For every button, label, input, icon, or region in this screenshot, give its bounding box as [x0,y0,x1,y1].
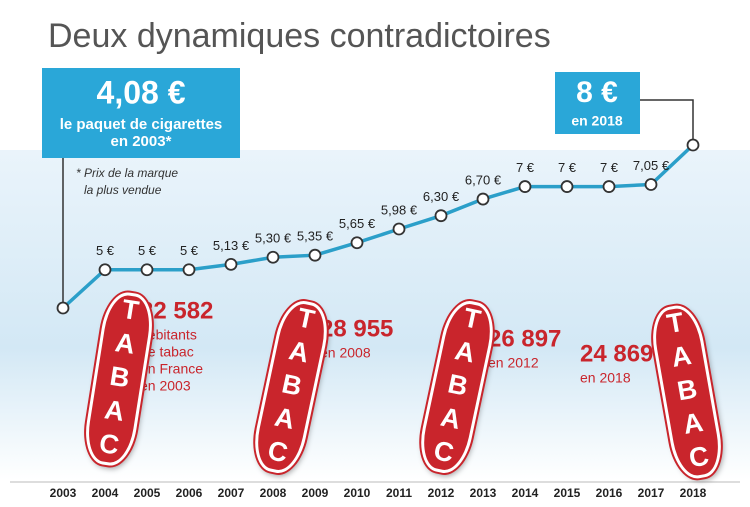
x-tick-label: 2007 [218,486,245,500]
shop-text: en France [140,361,203,377]
shop-count: 32 582 [140,297,213,324]
data-label: 6,30 € [423,189,460,204]
x-tick-label: 2017 [638,486,665,500]
data-label: 7 € [558,160,577,175]
data-point [686,138,700,152]
x-tick-label: 2015 [554,486,581,500]
callout-text: en 2003* [111,133,172,150]
shop-text: en 2008 [320,345,371,361]
data-point [182,263,196,277]
shop-text: en 2012 [488,355,539,371]
data-point [224,257,238,271]
start-callout-box [42,68,240,158]
shop-text: en 2003 [140,378,191,394]
data-point [476,192,490,206]
callout-value: 8 € [576,76,618,109]
shop-text: de tabac [140,344,194,360]
x-tick-label: 2012 [428,486,455,500]
data-label: 5,13 € [213,238,250,253]
x-tick-label: 2003 [50,486,77,500]
data-label: 5 € [138,243,157,258]
price-line [61,143,695,310]
footnote: la plus vendue [84,183,162,197]
callout-text: le paquet de cigarettes [60,116,223,133]
x-tick-label: 2008 [260,486,287,500]
x-tick-label: 2014 [512,486,539,500]
x-tick-label: 2006 [176,486,203,500]
data-point [98,263,112,277]
x-tick-label: 2010 [344,486,371,500]
data-label: 7 € [600,160,619,175]
shop-text: en 2018 [580,370,631,386]
data-label: 6,70 € [465,172,502,187]
callout-text: en 2018 [571,113,623,129]
data-point [140,263,154,277]
x-tick-label: 2005 [134,486,161,500]
chart-title: Deux dynamiques contradictoires [48,17,551,55]
shop-count: 24 869 [580,340,653,367]
data-point [434,209,448,223]
data-label: 7,05 € [633,158,670,173]
shop-text: débitants [140,327,197,343]
callout-connector [640,99,694,145]
data-label: 5,35 € [297,229,334,244]
data-point [266,250,280,264]
x-tick-label: 2018 [680,486,707,500]
callout-value: 4,08 € [97,74,186,110]
data-point [392,222,406,236]
x-tick-label: 2016 [596,486,623,500]
data-label: 5,30 € [255,231,292,246]
x-tick-label: 2013 [470,486,497,500]
x-tick-label: 2004 [92,486,119,500]
data-point [518,180,532,193]
data-point [350,236,364,250]
data-label: 7 € [516,160,535,175]
data-label: 5 € [180,243,199,258]
data-label: 5 € [96,243,115,258]
data-point [560,180,574,193]
shop-count: 26 897 [488,325,561,352]
end-callout-box [555,72,640,134]
data-point [644,178,658,191]
footnote: * Prix de la marque [76,166,178,180]
x-tick-label: 2009 [302,486,329,500]
data-point [602,180,616,193]
data-point [56,301,70,315]
x-tick-label: 2011 [386,486,412,500]
data-point [308,248,322,262]
data-label: 5,98 € [381,202,418,217]
data-label: 5,65 € [339,216,376,231]
shop-count: 28 955 [320,315,393,342]
